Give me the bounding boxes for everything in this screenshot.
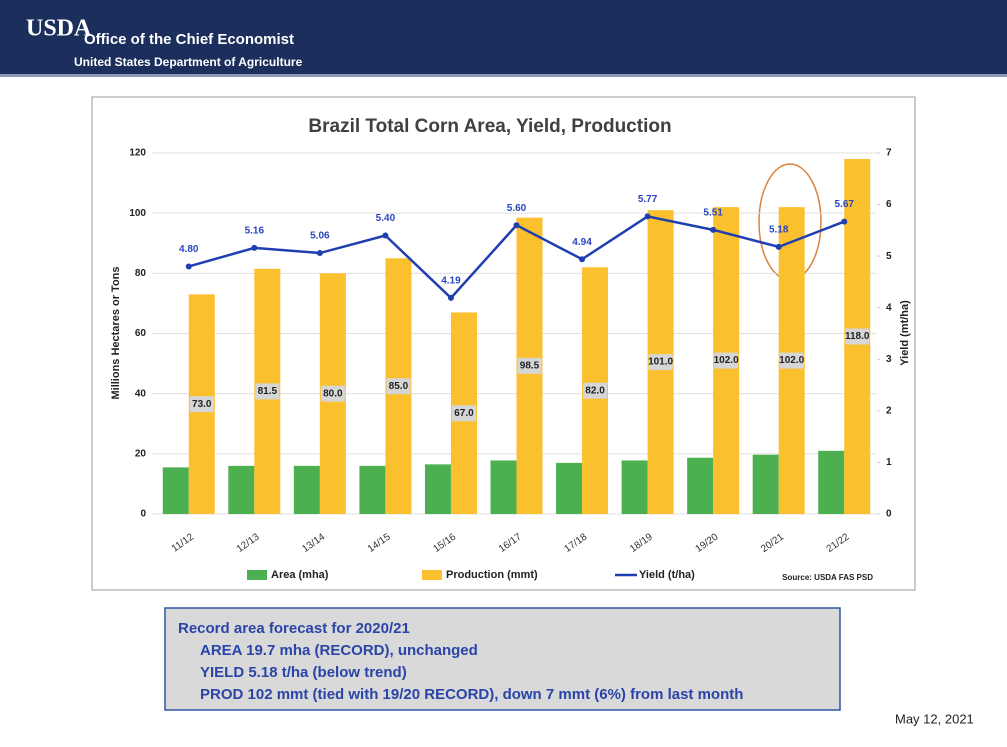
value-label-bg xyxy=(714,352,739,369)
legend-swatch xyxy=(247,570,267,580)
yield-point xyxy=(841,218,848,225)
legend-label: Yield (t/ha) xyxy=(639,569,695,581)
bar xyxy=(556,462,583,514)
note-line: YIELD 5.18 t/ha (below trend) xyxy=(200,664,407,681)
legend-swatch xyxy=(422,570,442,580)
note-line: PROD 102 mmt (tied with 19/20 RECORD), d… xyxy=(200,686,743,703)
yield-value-label: 5.51 xyxy=(703,207,723,218)
y-tick-label: 20 xyxy=(135,448,147,459)
yield-point xyxy=(447,294,454,301)
value-label-bg xyxy=(779,352,804,369)
note-box xyxy=(164,607,841,711)
legend-label: Production (mmt) xyxy=(446,569,538,581)
source: Source: USDA FAS PSD xyxy=(782,573,873,582)
y2-tick-label: 6 xyxy=(886,199,892,210)
header-subtitle: United States Department of Agriculture xyxy=(74,55,303,69)
chart-title: Brazil Total Corn Area, Yield, Productio… xyxy=(308,116,671,137)
value-label-bg xyxy=(517,357,542,374)
y2-tick-label: 5 xyxy=(886,251,892,262)
y-tick-label: 100 xyxy=(129,208,146,219)
bar-value-label: 118.0 xyxy=(845,331,870,342)
bar-value-label: 81.5 xyxy=(258,386,278,397)
header-title: Office of the Chief Economist xyxy=(84,31,294,48)
bar-value-label: 73.0 xyxy=(192,399,212,410)
y2-tick-label: 4 xyxy=(886,302,892,313)
bar-value-label: 102.0 xyxy=(714,355,739,366)
bar-value-label: 82.0 xyxy=(585,385,605,396)
value-label-bg xyxy=(583,382,608,399)
banner-rule xyxy=(0,74,1007,77)
note-line: AREA 19.7 mha (RECORD), unchanged xyxy=(200,642,478,659)
note-line: Record area forecast for 2020/21 xyxy=(178,620,410,637)
bar xyxy=(490,460,517,514)
bar-value-label: 101.0 xyxy=(648,357,673,368)
value-label-bg xyxy=(386,378,411,395)
yield-point xyxy=(316,250,323,257)
yield-value-label: 5.18 xyxy=(769,225,789,236)
yield-point xyxy=(644,213,651,220)
legend-label: Area (mha) xyxy=(271,569,329,581)
y-axis-label: Millions Hectares or Tons xyxy=(110,266,122,399)
yield-value-label: 4.94 xyxy=(572,237,592,248)
y2-tick-label: 2 xyxy=(886,405,892,416)
y-tick-label: 0 xyxy=(140,509,146,520)
yield-value-label: 5.60 xyxy=(507,203,527,214)
y-tick-label: 120 xyxy=(129,148,146,159)
bar xyxy=(687,457,714,514)
yield-point xyxy=(251,244,258,251)
yield-point xyxy=(185,263,192,270)
bar-value-label: 102.0 xyxy=(779,355,804,366)
bar xyxy=(228,465,255,514)
bar xyxy=(752,454,779,514)
yield-point xyxy=(579,256,586,263)
y2-tick-label: 1 xyxy=(886,457,892,468)
bar-value-label: 85.0 xyxy=(389,381,409,392)
bar xyxy=(424,464,451,514)
value-label-bg xyxy=(320,385,345,402)
yield-value-label: 5.16 xyxy=(245,226,265,237)
yield-value-label: 4.80 xyxy=(179,244,199,255)
value-label-bg xyxy=(189,396,214,413)
y-tick-label: 60 xyxy=(135,328,147,339)
bar-value-label: 80.0 xyxy=(323,388,343,399)
bar xyxy=(162,467,189,514)
value-label-bg xyxy=(255,383,280,400)
banner xyxy=(0,0,1007,74)
y-tick-label: 40 xyxy=(135,388,147,399)
bar-value-label: 67.0 xyxy=(454,408,474,419)
y2-tick-label: 0 xyxy=(886,509,892,520)
bar xyxy=(359,465,386,514)
yield-point xyxy=(775,243,782,250)
yield-value-label: 5.06 xyxy=(310,231,330,242)
y2-axis-label: Yield (mt/ha) xyxy=(899,300,911,366)
bar xyxy=(293,465,320,514)
y2-tick-label: 3 xyxy=(886,354,892,365)
value-label-bg xyxy=(648,354,673,371)
value-label-bg xyxy=(845,328,870,345)
yield-value-label: 4.19 xyxy=(441,276,461,287)
bar xyxy=(621,460,648,514)
bar-value-label: 98.5 xyxy=(520,360,540,371)
yield-value-label: 5.40 xyxy=(376,213,396,224)
yield-point xyxy=(513,222,520,229)
bar xyxy=(818,450,845,514)
yield-point xyxy=(710,226,717,233)
y-tick-label: 80 xyxy=(135,268,147,279)
yield-point xyxy=(382,232,389,239)
date: May 12, 2021 xyxy=(895,711,974,726)
yield-value-label: 5.77 xyxy=(638,194,658,205)
yield-value-label: 5.67 xyxy=(834,199,854,210)
value-label-bg xyxy=(451,405,476,422)
logo: USDA xyxy=(26,16,92,42)
y2-tick-label: 7 xyxy=(886,148,892,159)
